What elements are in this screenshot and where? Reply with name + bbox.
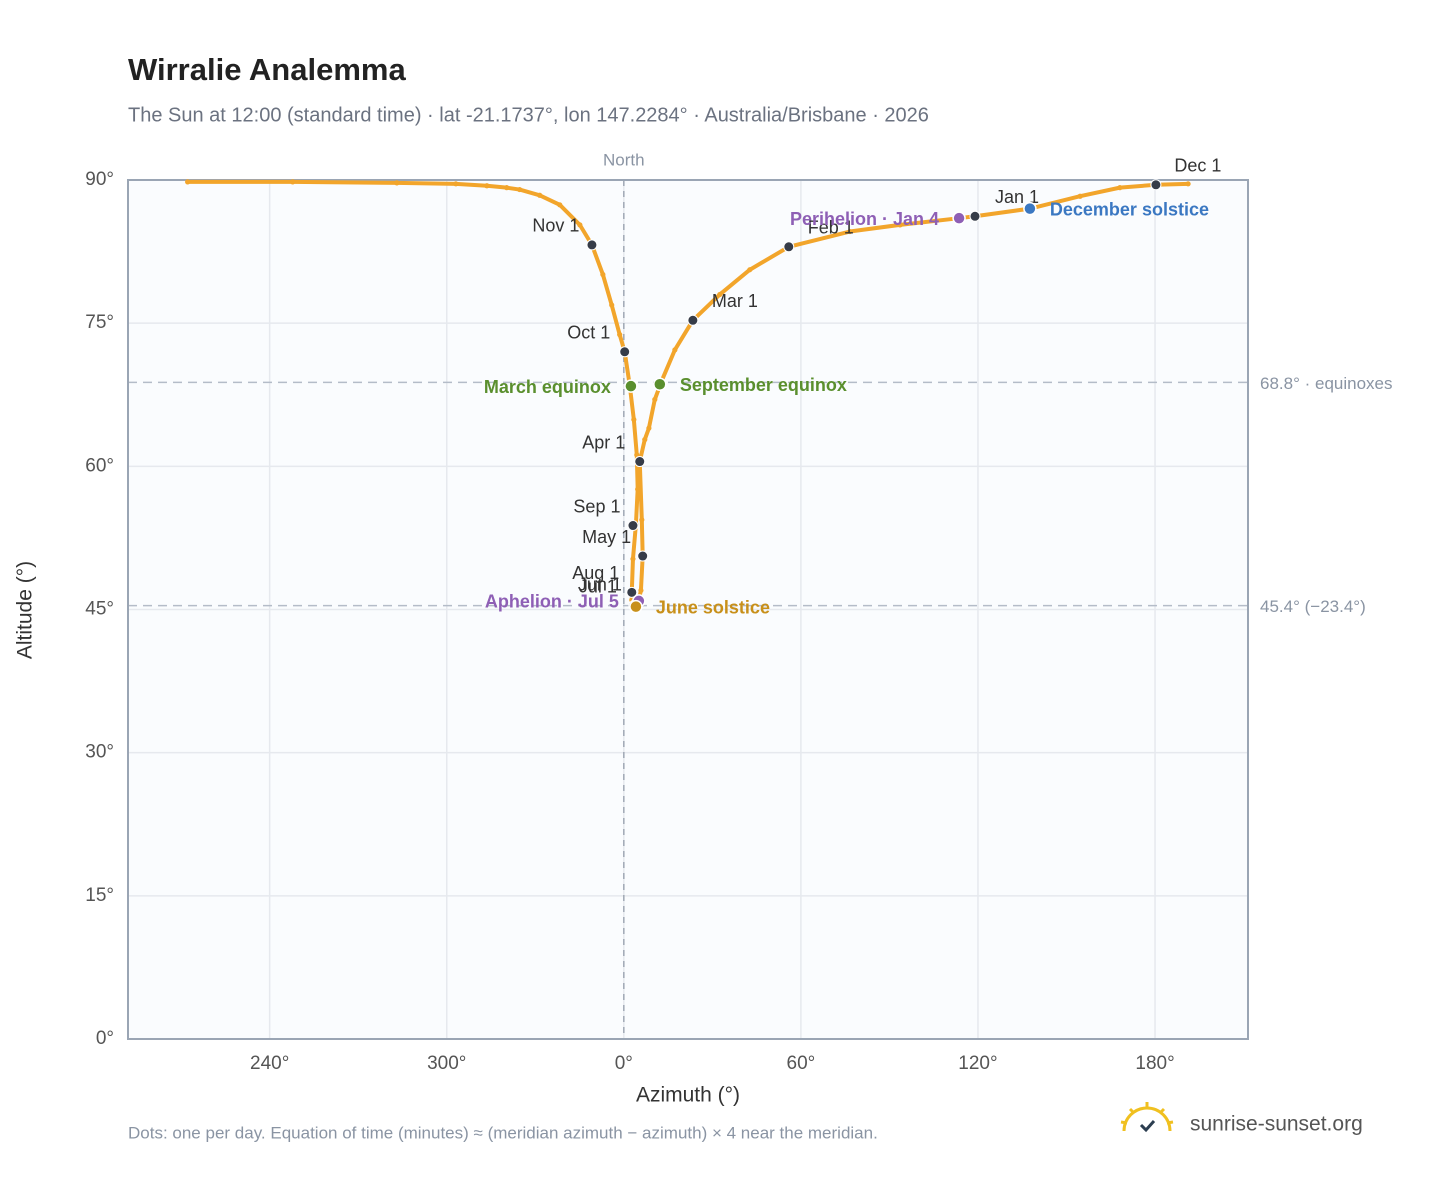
month-dot [637,550,649,562]
day-dot [557,202,563,208]
month-label: Mar 1 [712,291,758,311]
event-label: Perihelion · Jan 4 [790,209,939,229]
chart-subtitle: The Sun at 12:00 (standard time) · lat -… [128,104,929,126]
reference-label: 45.4° (−23.4°) [1260,597,1366,616]
event-label: June solstice [656,597,770,617]
day-dot [577,222,583,228]
month-label: Sep 1 [573,496,620,516]
month-label: Jul 1 [579,576,617,596]
month-dot [626,586,638,598]
north-label: North [603,150,645,169]
day-dot [717,291,723,298]
month-dot [586,239,598,251]
month-dot [1150,179,1162,191]
month-label: Jan 1 [995,187,1039,207]
x-tick-label: 300° [427,1053,466,1074]
x-axis-label: Azimuth (°) [636,1084,740,1107]
day-dot [185,179,191,185]
day-dot [646,425,652,431]
event-label: Aphelion · Jul 5 [485,592,619,612]
day-dot [652,396,658,403]
event-dot [1023,201,1037,216]
day-dot [847,228,853,235]
day-dot [484,183,490,189]
y-tick-label: 15° [85,885,114,906]
y-tick-label: 90° [85,169,114,190]
event-dot [624,379,638,393]
chart-title: Wirralie Analemma [128,52,406,87]
day-dot [504,185,510,191]
y-tick-label: 0° [96,1028,114,1049]
plot-frame [127,179,1249,1040]
x-tick-label: 60° [787,1053,816,1074]
month-label: Oct 1 [567,323,610,343]
event-label: March equinox [484,377,611,397]
event-dot [629,599,643,614]
event-label: December solstice [1050,199,1209,219]
month-label: Nov 1 [532,216,579,236]
day-dot [630,556,636,562]
month-dot [687,314,699,326]
y-tick-label: 60° [85,455,114,476]
event-dot [653,377,667,392]
month-dot [627,520,639,532]
month-label: Aug 1 [572,563,619,583]
month-label: Jun 1 [578,575,622,595]
day-dot [1117,185,1123,191]
x-tick-label: 240° [250,1053,289,1074]
day-dot [394,180,400,186]
day-dot [600,271,606,278]
month-dot [783,241,795,253]
day-dot [638,587,644,594]
day-dot [517,186,523,193]
day-dot [634,452,640,458]
month-dot [634,456,646,468]
day-dot [609,302,615,308]
month-label: Feb 1 [808,218,854,238]
day-dot [537,192,543,198]
day-dot [639,517,645,523]
day-dot [1185,181,1191,187]
x-tick-label: 0° [615,1053,633,1074]
reference-label: 68.8° · equinoxes [1260,374,1393,393]
day-dot [642,437,648,443]
x-tick-label: 120° [958,1053,997,1074]
day-dot [290,179,296,185]
brand-logo [1120,1102,1174,1133]
y-tick-label: 45° [85,599,114,620]
month-dot [969,210,981,222]
month-label: Dec 1 [1174,156,1221,176]
day-dot [672,347,678,353]
x-tick-label: 180° [1135,1053,1174,1074]
y-tick-label: 75° [85,312,114,333]
month-label: May 1 [582,527,631,547]
day-dot [897,222,903,228]
y-tick-label: 30° [85,742,114,763]
day-dot [631,416,637,423]
day-dot [635,486,641,492]
day-dot [453,181,459,187]
y-axis-label: Altitude (°) [14,561,37,659]
event-dot [952,211,966,225]
day-dot [747,267,753,273]
month-label: Apr 1 [582,432,625,452]
footnote: Dots: one per day. Equation of time (min… [128,1123,878,1142]
event-label: September equinox [680,375,847,395]
day-dot [1077,193,1083,199]
day-dot [617,332,623,338]
brand: sunrise-sunset.org [1190,1113,1363,1136]
month-dot [619,346,631,358]
